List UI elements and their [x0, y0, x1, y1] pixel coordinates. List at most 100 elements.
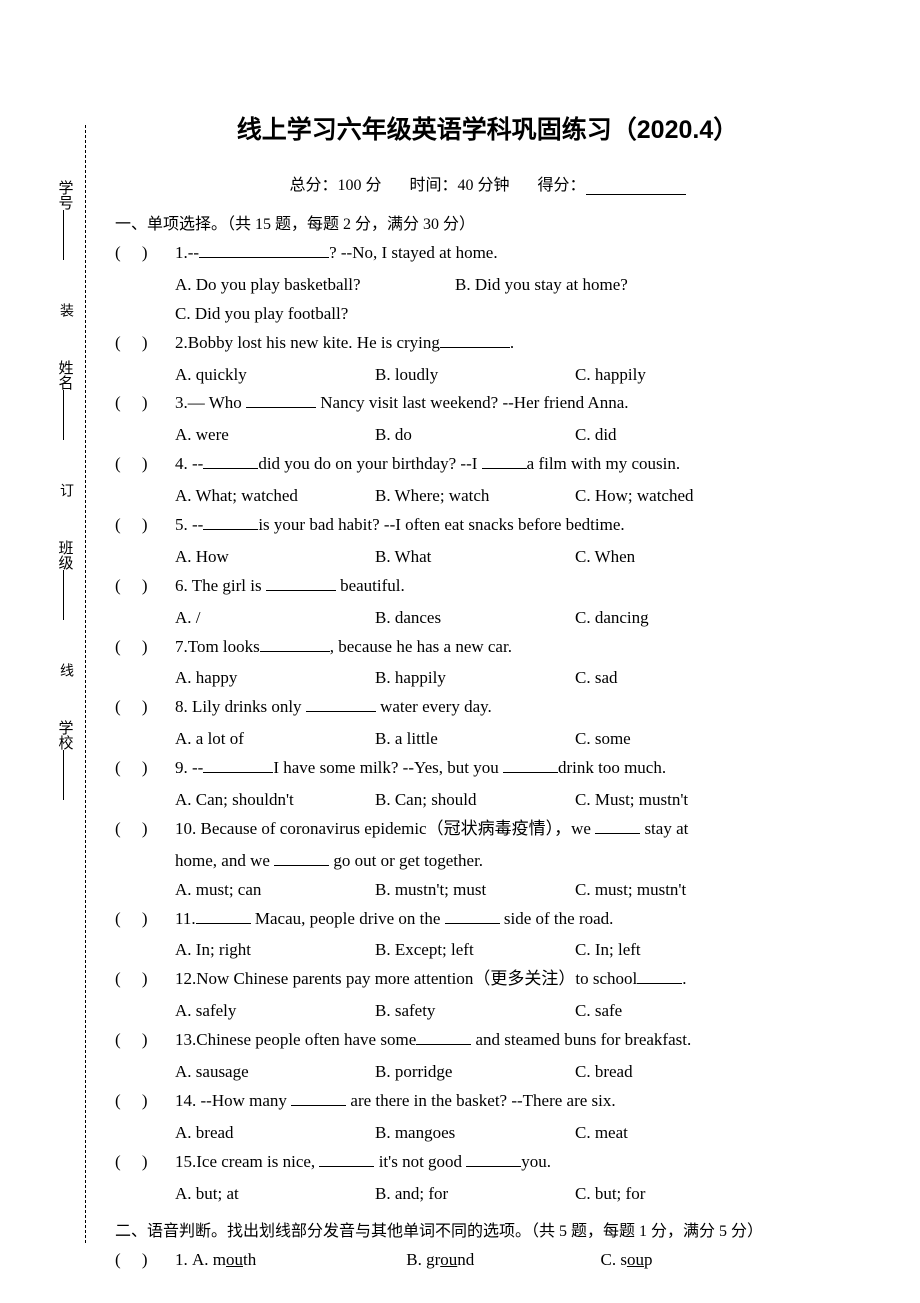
- name-label: 姓名: [55, 360, 76, 440]
- answer-paren[interactable]: ( ): [115, 1087, 175, 1116]
- page-title: 线上学习六年级英语学科巩固练习（2020.4）: [115, 110, 860, 146]
- answer-paren[interactable]: ( ): [115, 1246, 175, 1275]
- class-label: 班级: [55, 540, 76, 620]
- score-label: 得分：: [538, 177, 586, 194]
- option-a: A. were: [175, 421, 375, 450]
- question-15: ( ) 15.Ice cream is nice, it's not good …: [115, 1148, 860, 1177]
- option-a: A. bread: [175, 1119, 375, 1148]
- binding-dashed-line: [85, 125, 86, 1243]
- answer-paren[interactable]: ( ): [115, 905, 175, 934]
- answer-paren[interactable]: ( ): [115, 1148, 175, 1177]
- question-8-options: A. a lot of B. a little C. some: [115, 725, 860, 754]
- option-a: A. What; watched: [175, 482, 375, 511]
- answer-paren[interactable]: ( ): [115, 239, 175, 268]
- option-c: C. How; watched: [575, 482, 775, 511]
- option-b: B. Except; left: [375, 936, 575, 965]
- answer-paren[interactable]: ( ): [115, 389, 175, 418]
- option-b: B. mangoes: [375, 1119, 575, 1148]
- option-b: B. What: [375, 543, 575, 572]
- question-1: ( ) 1.--? --No, I stayed at home.: [115, 239, 860, 268]
- option-c: C. meat: [575, 1119, 775, 1148]
- option-a: A. /: [175, 604, 375, 633]
- option-b: B. a little: [375, 725, 575, 754]
- question-12: ( ) 12.Now Chinese parents pay more atte…: [115, 965, 860, 994]
- question-1-options-2: C. Did you play football?: [115, 300, 860, 329]
- question-2: ( ) 2.Bobby lost his new kite. He is cry…: [115, 329, 860, 358]
- question-14: ( ) 14. --How many are there in the bask…: [115, 1087, 860, 1116]
- option-b: B. Where; watch: [375, 482, 575, 511]
- option-c: C. some: [575, 725, 775, 754]
- option-c: C. must; mustn't: [575, 876, 775, 905]
- question-15-options: A. but; at B. and; for C. but; for: [115, 1180, 860, 1209]
- option-a: A. How: [175, 543, 375, 572]
- option-b: B. do: [375, 421, 575, 450]
- option-c: C. In; left: [575, 936, 775, 965]
- answer-paren[interactable]: ( ): [115, 815, 175, 844]
- score-blank[interactable]: [586, 179, 686, 195]
- question-8: ( ) 8. Lily drinks only water every day.: [115, 693, 860, 722]
- binding-sidebar: 学号 装 姓名 订 班级 线 学校: [50, 180, 80, 800]
- answer-paren[interactable]: ( ): [115, 693, 175, 722]
- answer-paren[interactable]: ( ): [115, 633, 175, 662]
- answer-paren[interactable]: ( ): [115, 450, 175, 479]
- question-5: ( ) 5. --is your bad habit? --I often ea…: [115, 511, 860, 540]
- time-value: 40 分钟: [458, 177, 510, 194]
- answer-paren[interactable]: ( ): [115, 965, 175, 994]
- total-score-label: 总分：: [289, 177, 337, 194]
- question-3-options: A. were B. do C. did: [115, 421, 860, 450]
- option-c: C. When: [575, 543, 775, 572]
- option-a: A. happy: [175, 664, 375, 693]
- section1-header: 一、单项选择。（共 15 题，每题 2 分，满分 30 分）: [115, 210, 860, 234]
- option-c: C. Did you play football?: [175, 300, 348, 329]
- option-c: C. sad: [575, 664, 775, 693]
- option-c: C. did: [575, 421, 775, 450]
- answer-paren[interactable]: ( ): [115, 329, 175, 358]
- question-6-options: A. / B. dances C. dancing: [115, 604, 860, 633]
- option-c: C. but; for: [575, 1180, 775, 1209]
- question-12-options: A. safely B. safety C. safe: [115, 997, 860, 1026]
- option-b: B. Can; should: [375, 786, 575, 815]
- time-label: 时间：: [409, 177, 457, 194]
- question-10-options: A. must; can B. mustn't; must C. must; m…: [115, 876, 860, 905]
- s2-question-1: ( ) 1. A. mouth B. ground C. soup: [115, 1246, 860, 1275]
- exam-meta: 总分：100 分 时间：40 分钟 得分：: [115, 171, 860, 195]
- option-b: B. safety: [375, 997, 575, 1026]
- option-b: B. dances: [375, 604, 575, 633]
- option-b: B. loudly: [375, 361, 575, 390]
- question-3: ( ) 3.— Who Nancy visit last weekend? --…: [115, 389, 860, 418]
- question-10-cont: home, and we go out or get together.: [115, 847, 860, 876]
- option-c: C. dancing: [575, 604, 775, 633]
- option-b: B. Did you stay at home?: [455, 271, 628, 300]
- option-c: C. happily: [575, 361, 775, 390]
- option-a: A. sausage: [175, 1058, 375, 1087]
- question-7: ( ) 7.Tom looks, because he has a new ca…: [115, 633, 860, 662]
- question-6: ( ) 6. The girl is beautiful.: [115, 572, 860, 601]
- option-a: A. Do you play basketball?: [175, 271, 455, 300]
- question-9: ( ) 9. --I have some milk? --Yes, but yo…: [115, 754, 860, 783]
- question-13-options: A. sausage B. porridge C. bread: [115, 1058, 860, 1087]
- answer-paren[interactable]: ( ): [115, 572, 175, 601]
- option-c: C. Must; mustn't: [575, 786, 775, 815]
- binding-marker-xian: 线: [55, 655, 75, 685]
- option-c: C. safe: [575, 997, 775, 1026]
- option-a: A. a lot of: [175, 725, 375, 754]
- question-14-options: A. bread B. mangoes C. meat: [115, 1119, 860, 1148]
- question-5-options: A. How B. What C. When: [115, 543, 860, 572]
- option-b: B. porridge: [375, 1058, 575, 1087]
- option-b: B. and; for: [375, 1180, 575, 1209]
- option-a: A. must; can: [175, 876, 375, 905]
- section2-header: 二、语音判断。找出划线部分发音与其他单词不同的选项。（共 5 题，每题 1 分，…: [115, 1217, 860, 1241]
- question-9-options: A. Can; shouldn't B. Can; should C. Must…: [115, 786, 860, 815]
- answer-paren[interactable]: ( ): [115, 754, 175, 783]
- option-a: A. quickly: [175, 361, 375, 390]
- answer-paren[interactable]: ( ): [115, 511, 175, 540]
- question-11-options: A. In; right B. Except; left C. In; left: [115, 936, 860, 965]
- question-11: ( ) 11. Macau, people drive on the side …: [115, 905, 860, 934]
- option-a: A. but; at: [175, 1180, 375, 1209]
- school-label: 学校: [55, 720, 76, 800]
- answer-paren[interactable]: ( ): [115, 1026, 175, 1055]
- question-7-options: A. happy B. happily C. sad: [115, 664, 860, 693]
- question-4-options: A. What; watched B. Where; watch C. How;…: [115, 482, 860, 511]
- student-id-label: 学号: [55, 180, 76, 260]
- option-a: A. safely: [175, 997, 375, 1026]
